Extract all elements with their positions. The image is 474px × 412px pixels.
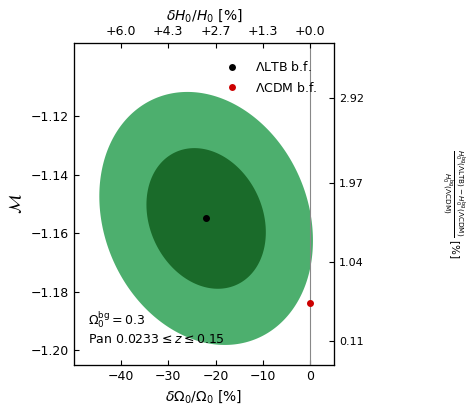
Legend: $\Lambda$LTB b.f., $\Lambda$CDM b.f.: $\Lambda$LTB b.f., $\Lambda$CDM b.f.	[215, 56, 322, 100]
Text: Pan $0.0233\leq z\leq 0.15$: Pan $0.0233\leq z\leq 0.15$	[88, 332, 225, 346]
Y-axis label: $\frac{H_0^{\rm bg}(\Lambda{\rm LTB}) - H_0^{\rm bg}(\Lambda{\rm CDM})}{H_0^{\rm: $\frac{H_0^{\rm bg}(\Lambda{\rm LTB}) - …	[440, 149, 467, 259]
Polygon shape	[146, 148, 266, 289]
X-axis label: $\delta\Omega_0/\Omega_0$ [%]: $\delta\Omega_0/\Omega_0$ [%]	[165, 388, 242, 405]
Polygon shape	[100, 92, 313, 345]
Y-axis label: $\mathcal{M}$: $\mathcal{M}$	[7, 193, 25, 214]
Text: $\Omega_0^{\rm bg}=0.3$: $\Omega_0^{\rm bg}=0.3$	[88, 309, 145, 330]
X-axis label: $\delta H_0/H_0$ [%]: $\delta H_0/H_0$ [%]	[165, 7, 242, 24]
